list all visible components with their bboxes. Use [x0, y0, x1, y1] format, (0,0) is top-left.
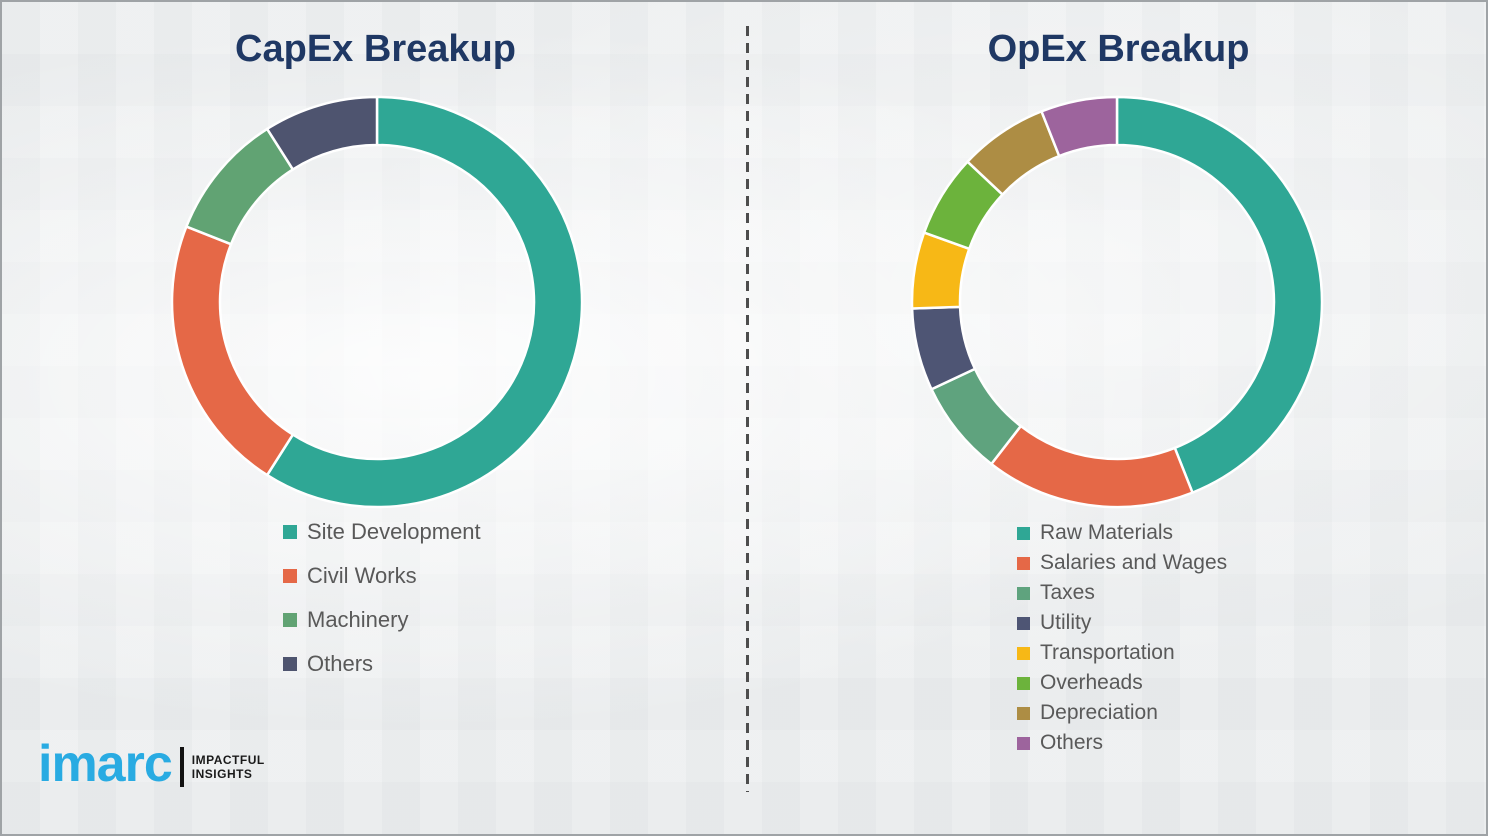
capex-legend: Site Development Civil Works Machinery Othe… [283, 510, 481, 686]
legend-marker-utility [1017, 616, 1030, 630]
imarc-logo-wordmark: imarc [38, 735, 173, 793]
legend-label-transportation: Transportation [1040, 641, 1175, 664]
legend-label-utility: Utility [1040, 611, 1092, 634]
dashed-divider-line [746, 26, 749, 792]
legend-marker-depreciation [1017, 706, 1030, 720]
legend-label-machinery: Machinery [307, 607, 409, 632]
legend-label-depreciation: Depreciation [1040, 701, 1158, 724]
legend-item-site-development: Site Development [283, 510, 481, 554]
legend-marker-others [283, 657, 297, 671]
logo-tagline: IMPACTFUL INSIGHTS [192, 753, 265, 781]
legend-item-overheads: Overheads [1017, 668, 1227, 698]
segment-civil-works [170, 225, 295, 477]
segment-raw-materials [1115, 95, 1324, 494]
legend-marker-salaries-and-wages [1017, 556, 1030, 570]
legend-label-others: Others [307, 651, 374, 676]
legend-item-civil-works: Civil Works [283, 554, 481, 598]
opex-donut-chart [910, 95, 1324, 509]
capex-chart-title: CapEx Breakup [235, 28, 516, 70]
legend-label-salaries-and-wages: Salaries and Wages [1040, 551, 1228, 574]
legend-marker-site-development [283, 525, 297, 539]
legend-marker-transportation [1017, 646, 1030, 660]
legend-marker-raw-materials [1017, 526, 1030, 540]
legend-item-depreciation: Depreciation [1017, 698, 1227, 728]
legend-item-transportation: Transportation [1017, 638, 1227, 668]
legend-item-others: Others [283, 642, 481, 686]
logo-divider-bar [179, 747, 184, 787]
legend-item-salaries-and-wages: Salaries and Wages [1017, 548, 1227, 578]
segment-others [1040, 95, 1119, 158]
legend-item-machinery: Machinery [283, 598, 481, 642]
legend-label-overheads: Overheads [1040, 671, 1143, 694]
segment-others [265, 95, 379, 171]
legend-marker-others [1017, 736, 1030, 750]
logo-tagline-line1: IMPACTFUL [191, 753, 265, 767]
segment-site-development [265, 95, 584, 509]
legend-marker-machinery [283, 613, 297, 627]
opex-chart-title: OpEx Breakup [987, 28, 1250, 70]
legend-label-taxes: Taxes [1040, 581, 1095, 604]
legend-label-others: Others [1040, 731, 1104, 754]
legend-marker-civil-works [283, 569, 297, 583]
legend-item-others: Others [1017, 728, 1227, 758]
legend-label-civil-works: Civil Works [307, 563, 417, 588]
capex-donut-chart [170, 95, 584, 509]
legend-label-raw-materials: Raw Materials [1040, 521, 1174, 544]
legend-item-utility: Utility [1017, 608, 1227, 638]
segment-salaries-and-wages [990, 424, 1194, 509]
legend-marker-taxes [1017, 586, 1030, 600]
opex-legend: Raw Materials Salaries and Wages Taxes Util… [1017, 518, 1227, 758]
logo-tagline-line2: INSIGHTS [191, 767, 253, 781]
legend-label-site-development: Site Development [307, 519, 481, 544]
imarc-logo: imarc IMPACTFUL INSIGHTS [38, 738, 265, 790]
legend-marker-overheads [1017, 676, 1030, 690]
legend-item-raw-materials: Raw Materials [1017, 518, 1227, 548]
legend-item-taxes: Taxes [1017, 578, 1227, 608]
